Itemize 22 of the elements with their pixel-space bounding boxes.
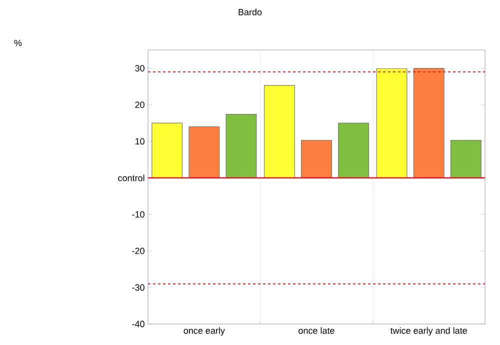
x-tick-label: twice early and late [390, 327, 467, 336]
bar [188, 126, 220, 178]
y-tick-label: -20 [132, 248, 144, 254]
y-tick-label: -10 [132, 211, 144, 218]
y-tick-label: 20 [135, 102, 144, 108]
x-tick-label: once late [298, 327, 334, 334]
text: % [14, 40, 22, 46]
y-tick-label: -40 [132, 320, 144, 328]
y-tick-label: 10 [135, 138, 144, 145]
bar [226, 114, 257, 178]
chart-title: Bardo [238, 8, 262, 16]
y-tick-label: 30 [135, 65, 144, 72]
bar [301, 140, 332, 178]
bar [338, 122, 370, 178]
bar [450, 140, 482, 178]
bar [264, 85, 295, 178]
bar [376, 68, 408, 178]
y-tick-label: -30 [132, 284, 144, 291]
bar [413, 68, 444, 178]
x-tick-label: once early [184, 327, 225, 336]
bar [152, 122, 183, 178]
y-tick-label: control [118, 174, 144, 182]
